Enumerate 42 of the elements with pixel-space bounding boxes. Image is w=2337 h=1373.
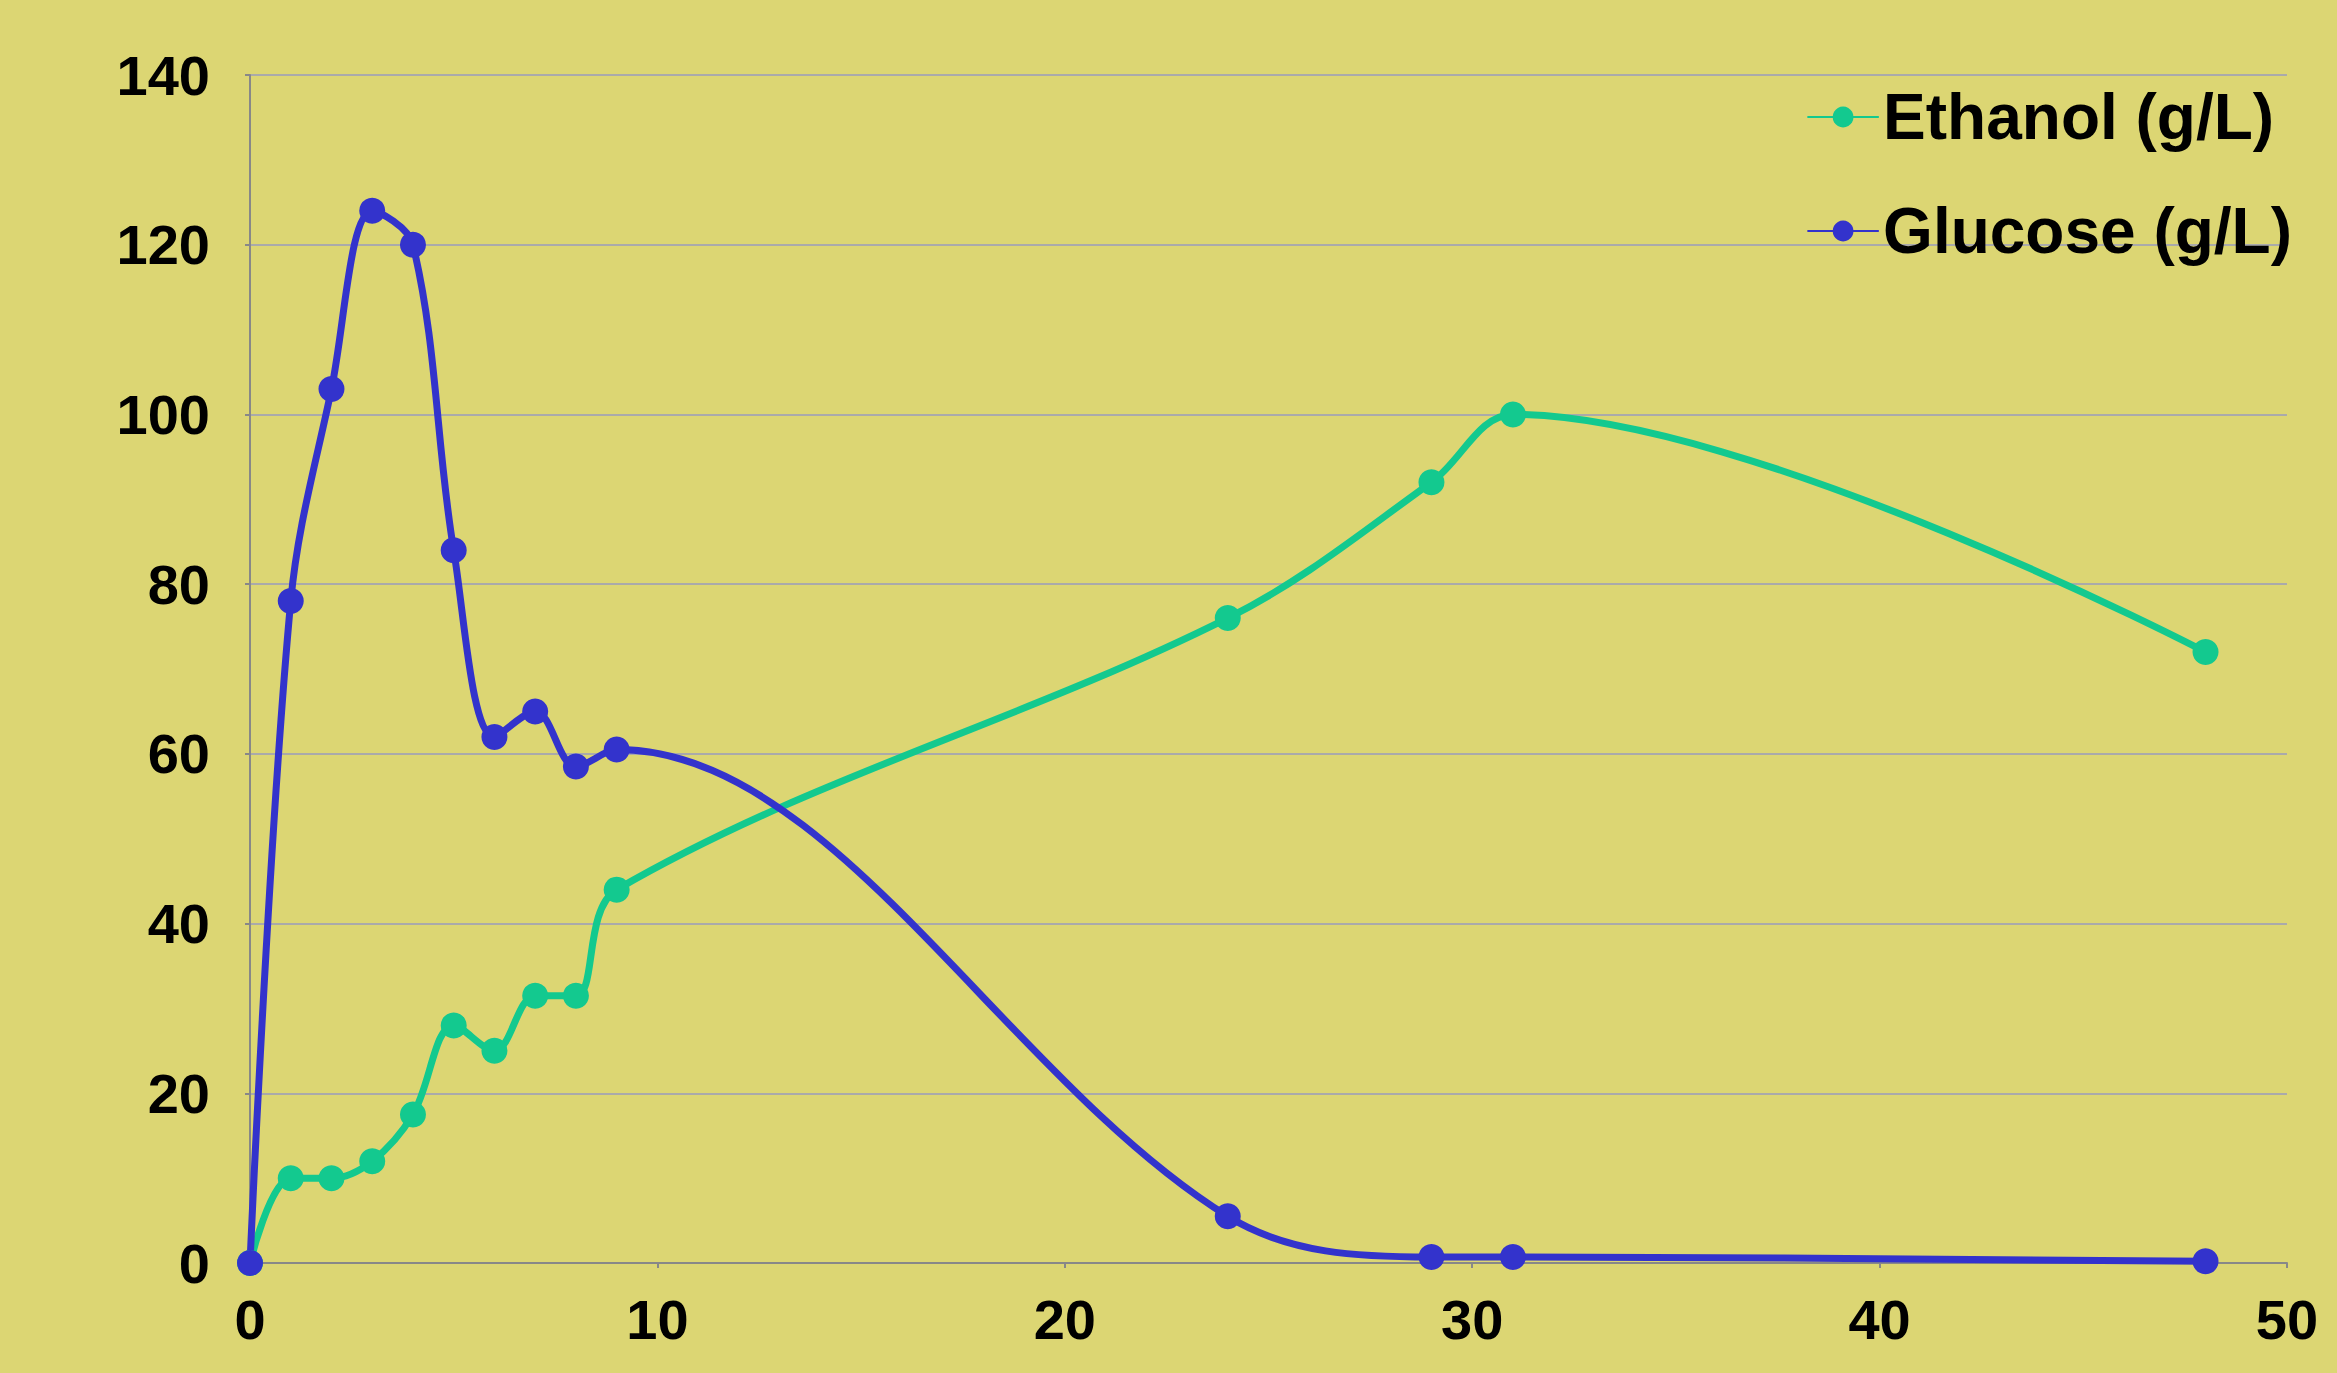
point	[522, 982, 549, 1009]
point	[522, 698, 549, 725]
point	[1418, 1244, 1445, 1271]
point	[440, 537, 467, 564]
y-tick-label: 120	[116, 213, 210, 277]
legend-label: Glucose (g/L)	[1883, 195, 2292, 267]
point	[603, 736, 630, 763]
point	[562, 982, 589, 1009]
y-tick-label: 20	[147, 1061, 210, 1125]
legend-label: Ethanol (g/L)	[1883, 81, 2275, 153]
x-tick-label: 30	[1441, 1287, 1504, 1351]
y-tick-label: 80	[147, 552, 210, 616]
x-tick-label: 20	[1033, 1287, 1096, 1351]
y-tick-label: 0	[178, 1231, 210, 1295]
point	[1499, 1244, 1526, 1271]
point	[1499, 401, 1526, 428]
x-tick-label: 40	[1848, 1287, 1911, 1351]
point	[562, 753, 589, 780]
point	[481, 723, 508, 750]
point	[277, 588, 304, 615]
y-tick-label: 100	[116, 382, 210, 446]
point	[399, 231, 426, 258]
point	[440, 1012, 467, 1039]
point	[318, 375, 345, 402]
point	[1418, 469, 1445, 496]
point	[359, 197, 386, 224]
x-tick-label: 0	[234, 1287, 266, 1351]
point	[2192, 639, 2219, 666]
point	[277, 1165, 304, 1192]
y-tick-label: 60	[147, 722, 210, 786]
y-tick-label: 140	[116, 43, 210, 107]
x-tick-label: 10	[626, 1287, 689, 1351]
point	[399, 1101, 426, 1128]
x-tick-label: 50	[2255, 1287, 2319, 1351]
point	[603, 876, 630, 903]
y-tick-label: 40	[147, 892, 210, 956]
point	[481, 1037, 508, 1064]
point	[2192, 1248, 2219, 1275]
point	[359, 1148, 386, 1175]
point	[1214, 1203, 1241, 1230]
point	[1214, 605, 1241, 632]
point	[318, 1165, 345, 1192]
